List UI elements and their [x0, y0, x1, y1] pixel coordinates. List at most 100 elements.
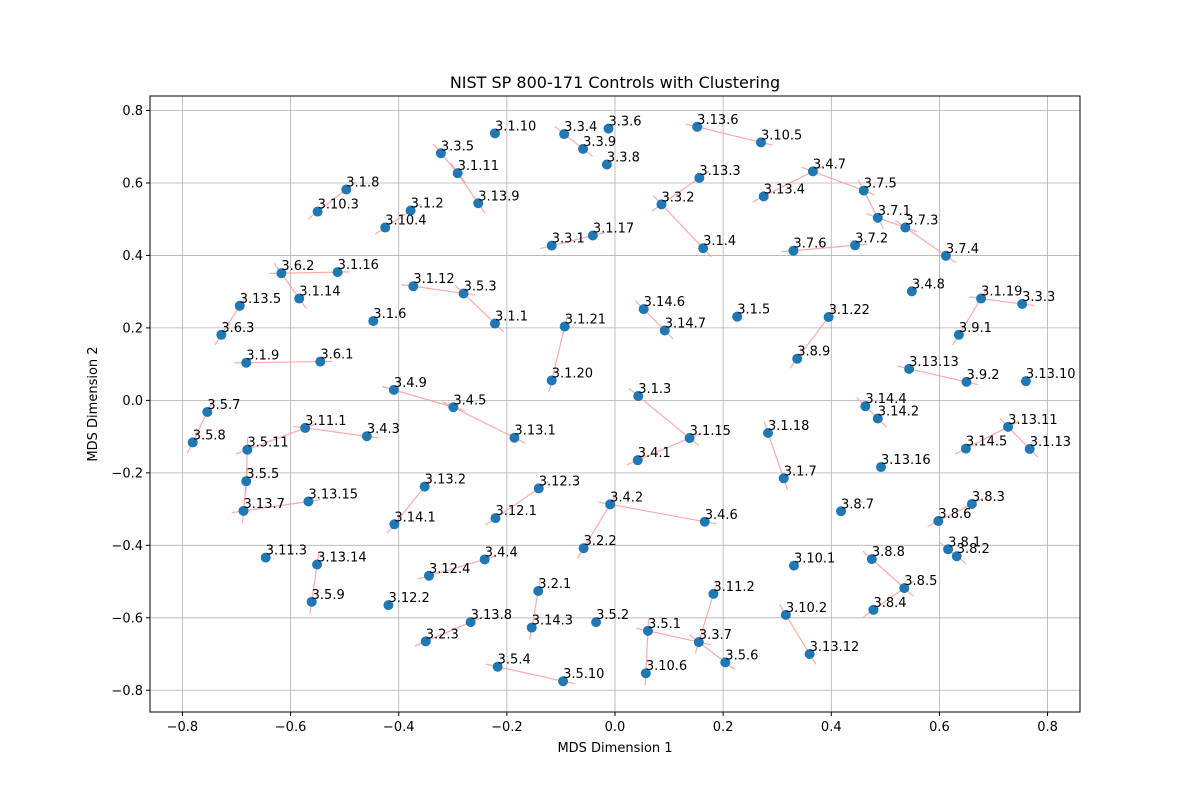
- cluster-link: [938, 541, 967, 565]
- data-point: [187, 437, 198, 448]
- point-label: 3.1.13: [1030, 435, 1071, 450]
- cluster-link: [598, 501, 717, 525]
- point-label: 3.14.5: [966, 435, 1007, 450]
- point-label: 3.7.2: [855, 231, 888, 246]
- data-point: [303, 496, 314, 507]
- y-tick-label: −0.6: [111, 611, 143, 626]
- data-point: [312, 206, 323, 217]
- grid-lines: [150, 96, 1080, 712]
- point-label: 3.14.2: [878, 404, 919, 419]
- point-label: 3.7.1: [878, 204, 911, 219]
- data-point: [492, 661, 503, 672]
- data-point: [332, 267, 343, 278]
- data-point: [850, 240, 861, 251]
- point-label: 3.11.1: [305, 414, 346, 429]
- data-point: [276, 268, 287, 279]
- point-label: 3.10.2: [786, 601, 827, 616]
- point-label: 3.3.4: [564, 120, 597, 135]
- point-labels: 3.13.6 3.10.5 3.3.4 3.3.6 3.1.10 3.3.9 3.3.5 3.…: [193, 113, 1076, 682]
- data-point: [758, 191, 769, 202]
- point-label: 3.14.4: [865, 392, 906, 407]
- data-point: [961, 376, 972, 387]
- point-label: 3.13.16: [881, 453, 931, 468]
- data-point: [807, 166, 818, 177]
- point-label: 3.1.9: [246, 349, 279, 364]
- point-label: 3.13.14: [317, 551, 367, 566]
- point-label: 3.1.7: [784, 464, 817, 479]
- data-point: [300, 422, 311, 433]
- point-label: 3.4.3: [367, 422, 400, 437]
- data-point: [732, 311, 743, 322]
- point-label: 3.1.6: [373, 307, 406, 322]
- data-point: [694, 172, 705, 183]
- y-tick-label: −0.8: [111, 684, 143, 699]
- x-tick-label: 0.0: [605, 720, 626, 735]
- point-label: 3.7.6: [793, 237, 826, 252]
- data-point: [778, 473, 789, 484]
- point-label: 3.5.11: [247, 436, 288, 451]
- point-label: 3.8.7: [841, 497, 874, 512]
- point-label: 3.5.1: [648, 617, 681, 632]
- point-label: 3.4.6: [705, 508, 738, 523]
- point-label: 3.14.7: [665, 316, 706, 331]
- point-label: 3.5.9: [312, 588, 345, 603]
- data-point: [633, 391, 644, 402]
- data-point: [872, 413, 883, 424]
- data-point: [260, 552, 271, 563]
- data-point: [241, 476, 252, 487]
- point-label: 3.11.3: [266, 544, 307, 559]
- data-points: [187, 121, 1035, 687]
- point-label: 3.8.4: [873, 596, 906, 611]
- y-tick-label: 0.2: [122, 321, 143, 336]
- x-tick-label: −0.4: [383, 720, 415, 735]
- point-label: 3.2.1: [538, 577, 571, 592]
- point-label: 3.13.6: [697, 113, 738, 128]
- point-label: 3.5.8: [193, 428, 226, 443]
- data-point: [238, 505, 249, 516]
- point-label: 3.1.14: [299, 285, 340, 300]
- point-label: 3.13.8: [471, 608, 512, 623]
- data-point: [591, 617, 602, 628]
- y-tick-label: −0.4: [111, 539, 143, 554]
- point-label: 3.3.2: [662, 190, 695, 205]
- data-point: [659, 325, 670, 336]
- x-tick-label: 0.4: [821, 720, 842, 735]
- point-label: 3.13.13: [909, 355, 959, 370]
- data-point: [408, 281, 419, 292]
- point-label: 3.5.2: [596, 608, 629, 623]
- point-label: 3.8.2: [957, 542, 990, 557]
- point-label: 3.1.15: [690, 424, 731, 439]
- point-label: 3.4.8: [912, 277, 945, 292]
- point-label: 3.1.1: [495, 310, 528, 325]
- data-point: [866, 554, 877, 565]
- point-label: 3.13.1: [514, 424, 555, 439]
- data-point: [1017, 298, 1028, 309]
- point-label: 3.8.3: [972, 490, 1005, 505]
- data-point: [943, 544, 954, 555]
- data-point: [858, 185, 869, 196]
- data-point: [465, 617, 476, 628]
- data-point: [306, 596, 317, 607]
- point-label: 3.8.5: [904, 574, 937, 589]
- y-axis-title: MDS Dimension 2: [86, 346, 101, 461]
- y-tick-label: 0.8: [122, 104, 143, 119]
- point-label: 3.12.1: [496, 504, 537, 519]
- point-label: 3.1.8: [346, 175, 379, 190]
- data-point: [953, 329, 964, 340]
- point-label: 3.3.7: [699, 628, 732, 643]
- point-label: 3.13.12: [810, 640, 860, 655]
- point-label: 3.1.2: [411, 197, 444, 212]
- data-point: [1024, 443, 1035, 454]
- point-label: 3.1.16: [338, 258, 379, 273]
- point-label: 3.13.11: [1008, 413, 1058, 428]
- data-point: [601, 159, 612, 170]
- data-point: [559, 129, 570, 140]
- point-label: 3.5.10: [563, 667, 604, 682]
- point-label: 3.14.1: [394, 510, 435, 525]
- data-point: [933, 516, 944, 527]
- data-point: [720, 657, 731, 668]
- cluster-link: [856, 397, 887, 428]
- point-label: 3.11.2: [713, 580, 754, 595]
- point-label: 3.12.2: [388, 591, 429, 606]
